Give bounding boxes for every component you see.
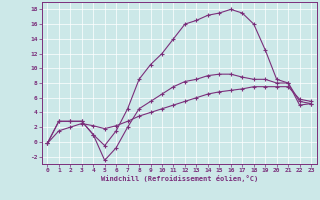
X-axis label: Windchill (Refroidissement éolien,°C): Windchill (Refroidissement éolien,°C) bbox=[100, 175, 258, 182]
